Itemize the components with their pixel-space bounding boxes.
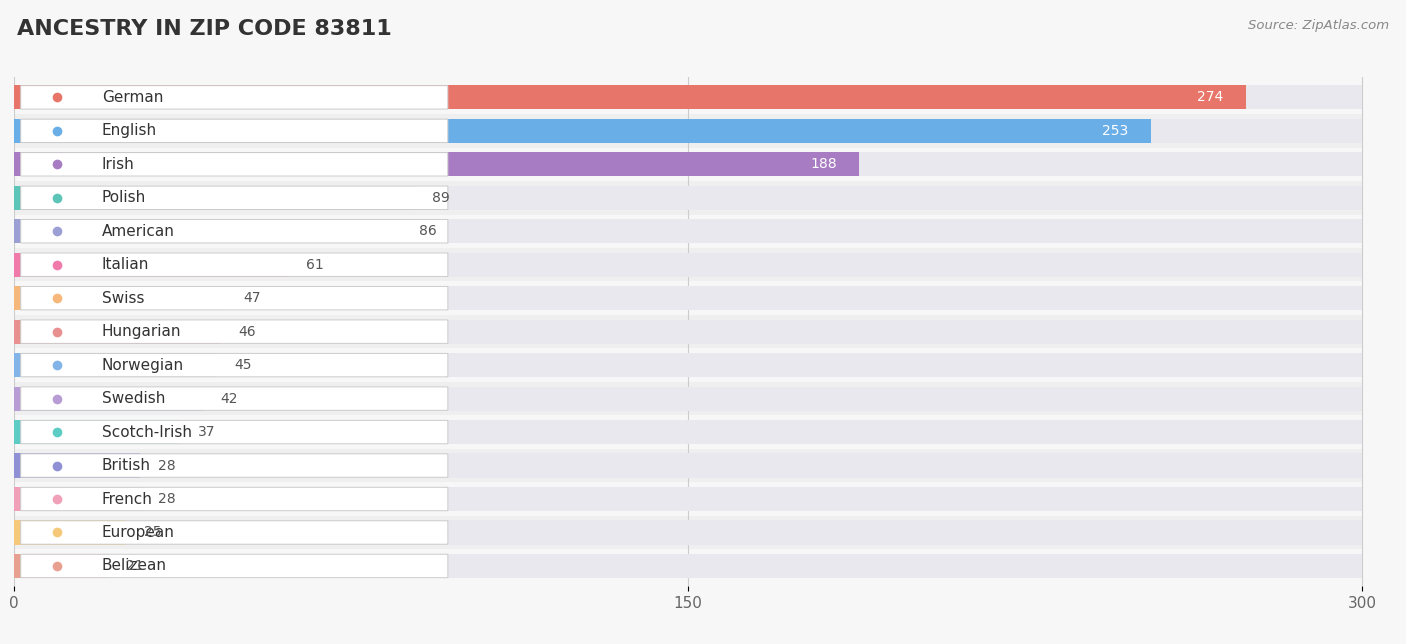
Text: 46: 46: [239, 325, 256, 339]
Bar: [14, 319, 221, 344]
Text: 37: 37: [198, 425, 217, 439]
Text: Irish: Irish: [101, 156, 135, 172]
Text: 28: 28: [157, 492, 176, 506]
Bar: [14, 449, 1362, 482]
Bar: [14, 353, 217, 377]
Bar: [14, 185, 1362, 210]
Bar: [14, 520, 127, 545]
Text: 28: 28: [157, 459, 176, 473]
FancyBboxPatch shape: [21, 287, 449, 310]
Text: 45: 45: [235, 358, 252, 372]
Text: Italian: Italian: [101, 257, 149, 272]
Bar: [14, 554, 108, 578]
FancyBboxPatch shape: [21, 220, 449, 243]
Bar: [14, 516, 1362, 549]
Text: American: American: [101, 223, 174, 239]
Text: 25: 25: [145, 526, 162, 540]
Text: Scotch-Irish: Scotch-Irish: [101, 424, 191, 440]
Bar: [14, 219, 401, 243]
Bar: [14, 252, 1362, 277]
Text: European: European: [101, 525, 174, 540]
Text: Swedish: Swedish: [101, 391, 165, 406]
Bar: [14, 453, 141, 478]
Bar: [14, 420, 1362, 444]
FancyBboxPatch shape: [21, 119, 449, 142]
Bar: [14, 420, 180, 444]
Text: British: British: [101, 458, 150, 473]
FancyBboxPatch shape: [21, 186, 449, 209]
Bar: [14, 85, 1246, 109]
Bar: [14, 386, 202, 411]
Bar: [14, 147, 1362, 181]
Text: Belizean: Belizean: [101, 558, 167, 573]
Text: 253: 253: [1102, 124, 1129, 138]
FancyBboxPatch shape: [21, 554, 449, 578]
Bar: [14, 286, 225, 310]
Bar: [14, 315, 1362, 348]
Bar: [14, 520, 1362, 545]
FancyBboxPatch shape: [21, 354, 449, 377]
Text: Source: ZipAtlas.com: Source: ZipAtlas.com: [1249, 19, 1389, 32]
Bar: [14, 118, 1152, 143]
Bar: [14, 482, 1362, 516]
Text: ANCESTRY IN ZIP CODE 83811: ANCESTRY IN ZIP CODE 83811: [17, 19, 392, 39]
Bar: [14, 382, 1362, 415]
Text: Swiss: Swiss: [101, 290, 145, 306]
Text: 188: 188: [810, 157, 837, 171]
Text: 274: 274: [1197, 90, 1223, 104]
FancyBboxPatch shape: [21, 320, 449, 343]
Bar: [14, 348, 1362, 382]
FancyBboxPatch shape: [21, 521, 449, 544]
Text: English: English: [101, 124, 157, 138]
Bar: [14, 152, 1362, 176]
FancyBboxPatch shape: [21, 387, 449, 410]
FancyBboxPatch shape: [21, 421, 449, 444]
Text: 42: 42: [221, 392, 238, 406]
Text: Polish: Polish: [101, 190, 146, 205]
FancyBboxPatch shape: [21, 153, 449, 176]
Bar: [14, 214, 1362, 248]
Text: 61: 61: [307, 258, 323, 272]
Bar: [14, 118, 1362, 143]
Text: Norwegian: Norwegian: [101, 357, 184, 373]
Bar: [14, 286, 1362, 310]
Text: Hungarian: Hungarian: [101, 324, 181, 339]
Bar: [14, 252, 288, 277]
Bar: [14, 554, 1362, 578]
Bar: [14, 80, 1362, 114]
FancyBboxPatch shape: [21, 488, 449, 511]
Bar: [14, 319, 1362, 344]
Bar: [14, 281, 1362, 315]
FancyBboxPatch shape: [21, 253, 449, 276]
Text: French: French: [101, 491, 153, 507]
Bar: [14, 114, 1362, 147]
Bar: [14, 181, 1362, 214]
Bar: [14, 152, 859, 176]
Bar: [14, 219, 1362, 243]
Bar: [14, 353, 1362, 377]
Bar: [14, 487, 141, 511]
Text: 21: 21: [127, 559, 143, 573]
Bar: [14, 386, 1362, 411]
Bar: [14, 487, 1362, 511]
Bar: [14, 453, 1362, 478]
Text: 86: 86: [419, 224, 436, 238]
Text: 89: 89: [432, 191, 450, 205]
Text: 47: 47: [243, 291, 260, 305]
Text: German: German: [101, 90, 163, 105]
Bar: [14, 415, 1362, 449]
Bar: [14, 549, 1362, 583]
Bar: [14, 185, 415, 210]
Bar: [14, 85, 1362, 109]
Bar: [14, 248, 1362, 281]
FancyBboxPatch shape: [21, 86, 449, 109]
FancyBboxPatch shape: [21, 454, 449, 477]
